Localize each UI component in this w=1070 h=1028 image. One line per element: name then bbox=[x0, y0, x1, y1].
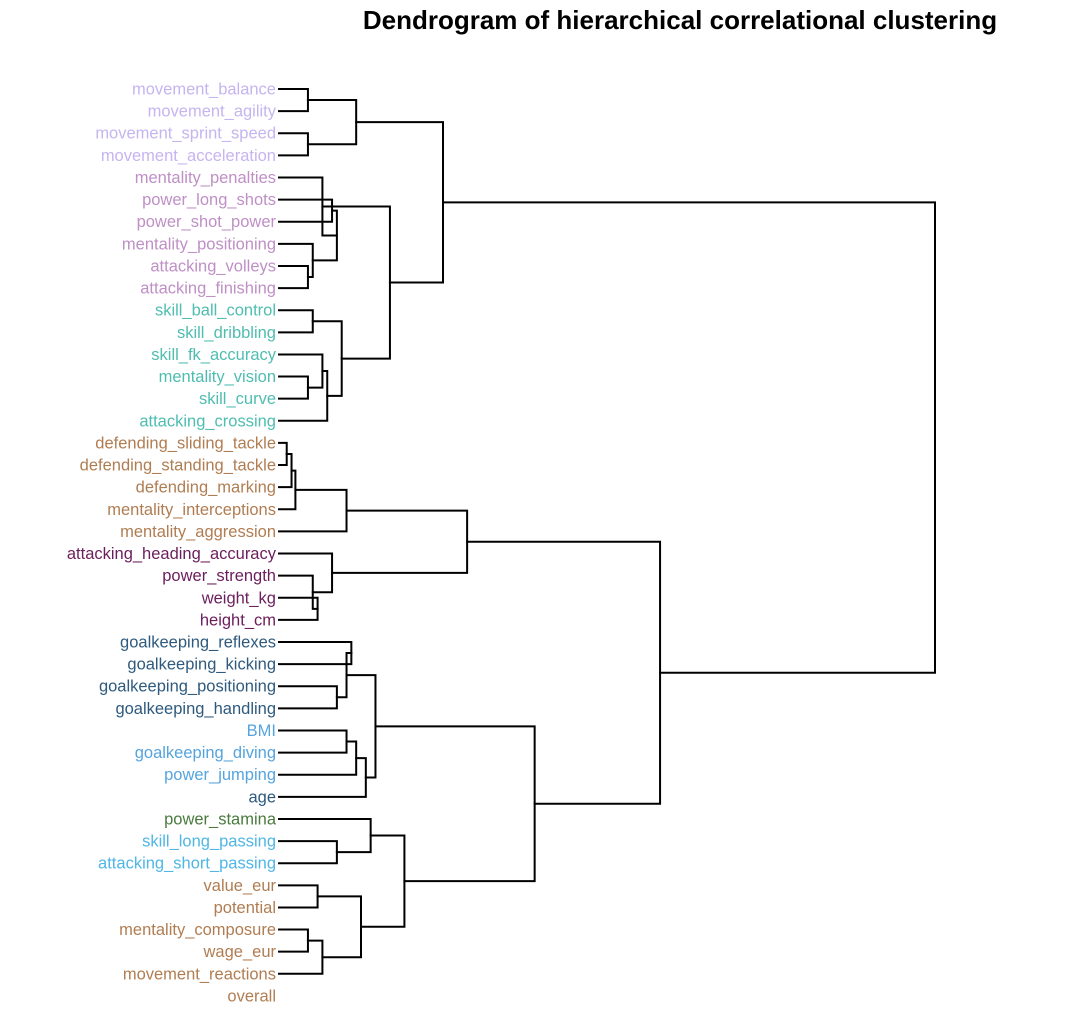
leaf-label-skill-curve: skill_curve bbox=[199, 390, 276, 408]
dendrogram-branch bbox=[278, 817, 372, 854]
dendrogram-branch bbox=[278, 452, 293, 489]
dendrogram-branch bbox=[331, 509, 469, 574]
leaf-label-wage-eur: wage_eur bbox=[203, 943, 277, 961]
leaf-label-movement-reactions: movement_reactions bbox=[123, 965, 276, 983]
leaf-label-power-long-shots: power_long_shots bbox=[142, 191, 276, 209]
dendrogram-branch bbox=[321, 205, 391, 360]
dendrogram-branch bbox=[278, 309, 314, 334]
dendrogram-branch bbox=[278, 370, 329, 422]
leaf-label-goalkeeping-positioning: goalkeeping_positioning bbox=[99, 678, 276, 696]
dendrogram-branch bbox=[278, 939, 324, 975]
dendrogram-branch bbox=[278, 884, 319, 909]
leaf-label-mentality-vision: mentality_vision bbox=[159, 368, 276, 386]
leaf-label-skill-ball-control: skill_ball_control bbox=[155, 302, 276, 320]
leaf-label-attacking-finishing: attacking_finishing bbox=[140, 280, 276, 298]
dendrogram-branch bbox=[278, 441, 288, 467]
leaf-label-attacking-heading-accuracy: attacking_heading_accuracy bbox=[67, 545, 277, 563]
dendrogram-branch bbox=[278, 928, 309, 953]
leaf-label-power-stamina: power_stamina bbox=[164, 810, 277, 828]
leaf-label-overall: overall bbox=[227, 987, 276, 1005]
dendrogram-branch bbox=[278, 641, 353, 666]
dendrogram-branch bbox=[360, 834, 406, 928]
leaf-label-height-cm: height_cm bbox=[200, 611, 276, 629]
dendrogram-branch bbox=[278, 729, 348, 754]
leaf-label-power-shot-power: power_shot_power bbox=[137, 213, 277, 231]
dendrogram-branch bbox=[278, 132, 309, 157]
dendrogram-branch bbox=[345, 674, 377, 779]
dendrogram-branch bbox=[278, 264, 309, 290]
leaf-label-power-jumping: power_jumping bbox=[164, 766, 276, 784]
leaf-labels: movement_balance movement_agility movement… bbox=[67, 81, 277, 1006]
leaf-label-mentality-positioning: mentality_positioning bbox=[122, 235, 276, 253]
dendrogram-branch bbox=[278, 469, 297, 511]
leaf-label-defending-marking: defending_marking bbox=[136, 479, 276, 497]
leaf-label-age: age bbox=[248, 788, 276, 806]
leaf-label-value-eur: value_eur bbox=[204, 877, 277, 895]
dendrogram-branch bbox=[278, 740, 358, 776]
dendrogram-branch bbox=[278, 88, 309, 113]
leaf-label-defending-sliding-tackle: defending_sliding_tackle bbox=[95, 434, 276, 452]
dendrogram-branch bbox=[442, 201, 936, 674]
leaf-label-mentality-penalties: mentality_penalties bbox=[135, 169, 276, 187]
leaf-label-movement-acceleration: movement_acceleration bbox=[101, 147, 276, 165]
leaf-label-mentality-aggression: mentality_aggression bbox=[120, 523, 276, 541]
leaf-label-mentality-interceptions: mentality_interceptions bbox=[107, 501, 276, 519]
dendrogram-branch bbox=[316, 895, 362, 959]
leaf-label-skill-fk-accuracy: skill_fk_accuracy bbox=[151, 346, 276, 364]
dendrogram-branch bbox=[278, 757, 367, 798]
leaf-label-mentality-composure: mentality_composure bbox=[119, 921, 276, 939]
dendrogram-branch bbox=[306, 99, 358, 146]
leaf-label-attacking-short-passing: attacking_short_passing bbox=[98, 855, 276, 873]
leaf-label-weight-kg: weight_kg bbox=[201, 589, 276, 607]
leaf-label-attacking-crossing: attacking_crossing bbox=[139, 412, 276, 430]
dendrogram-branches bbox=[278, 88, 936, 975]
leaf-label-skill-dribbling: skill_dribbling bbox=[177, 324, 276, 342]
chart-title: Dendrogram of hierarchical correlational… bbox=[363, 5, 997, 35]
dendrogram-branch bbox=[374, 725, 536, 883]
leaf-label-movement-balance: movement_balance bbox=[132, 81, 276, 99]
leaf-label-goalkeeping-reflexes: goalkeeping_reflexes bbox=[120, 634, 276, 652]
dendrogram-branch bbox=[278, 375, 309, 400]
dendrogram-branch bbox=[278, 552, 334, 594]
leaf-label-movement-agility: movement_agility bbox=[148, 103, 277, 121]
leaf-label-goalkeeping-handling: goalkeeping_handling bbox=[115, 700, 276, 718]
leaf-label-power-strength: power_strength bbox=[162, 567, 276, 585]
leaf-label-bmi: BMI bbox=[247, 722, 276, 740]
dendrogram-branch bbox=[278, 198, 334, 223]
dendrogram-branch bbox=[278, 685, 338, 710]
dendrogram-branch bbox=[278, 840, 338, 865]
dendrogram-branch bbox=[355, 121, 444, 284]
dendrogram-branch bbox=[278, 353, 324, 389]
leaf-label-potential: potential bbox=[214, 899, 276, 917]
leaf-label-goalkeeping-kicking: goalkeeping_kicking bbox=[127, 656, 276, 674]
leaf-label-attacking-volleys: attacking_volleys bbox=[150, 257, 276, 275]
leaf-label-movement-sprint-speed: movement_sprint_speed bbox=[95, 125, 276, 143]
leaf-label-goalkeeping-diving: goalkeeping_diving bbox=[135, 744, 276, 762]
dendrogram-branch bbox=[278, 488, 348, 533]
leaf-label-skill-long-passing: skill_long_passing bbox=[142, 833, 276, 851]
leaf-label-defending-standing-tackle: defending_standing_tackle bbox=[80, 457, 276, 475]
dendrogram-branch bbox=[466, 540, 662, 805]
